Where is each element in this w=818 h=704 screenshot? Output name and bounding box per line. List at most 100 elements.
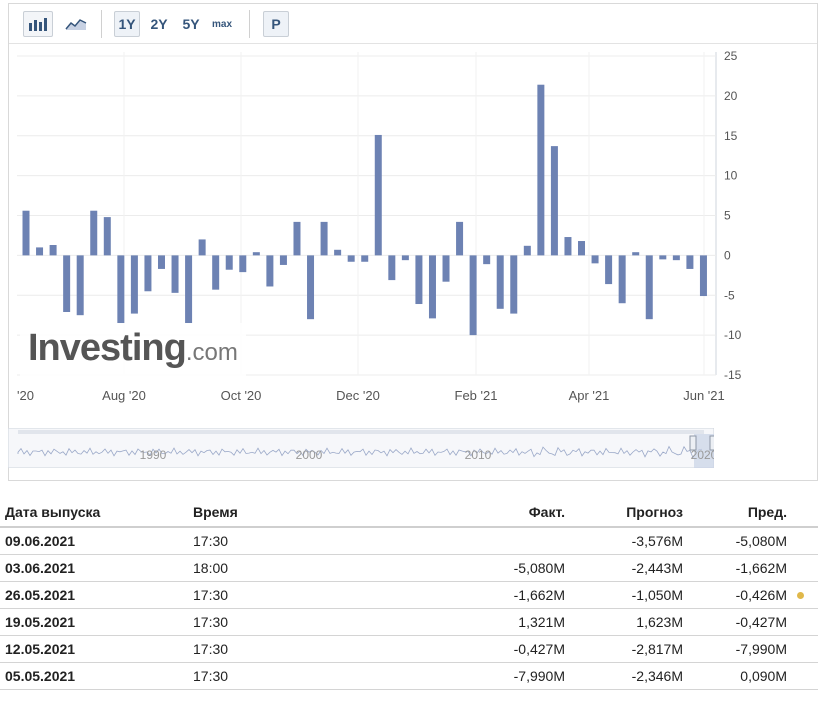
y-tick-label: 0 — [724, 248, 731, 262]
column-header-previous[interactable]: Пред. — [688, 497, 792, 528]
x-tick-label: '20 — [17, 388, 34, 403]
chart-bar[interactable] — [90, 210, 98, 256]
y-tick-label: -15 — [724, 368, 742, 382]
row-previous: -0,426M — [688, 581, 792, 609]
chart-bar[interactable] — [307, 255, 315, 320]
chart-bar[interactable] — [550, 146, 558, 256]
x-tick-label: Jun '21 — [683, 388, 725, 403]
chart-bar[interactable] — [103, 217, 111, 256]
chart-bar[interactable] — [36, 247, 44, 256]
chart-bar[interactable] — [22, 210, 30, 256]
chart-bar[interactable] — [130, 255, 138, 314]
chart-bar[interactable] — [388, 255, 396, 281]
table-row: 12.05.2021 17:30 -0,427M -2,817M -7,990M — [0, 635, 818, 663]
navigator-selection[interactable] — [694, 434, 714, 468]
toolbar-divider — [249, 10, 250, 38]
navigator-label: 2010 — [465, 448, 492, 462]
chart-bar[interactable] — [510, 255, 518, 314]
chart-bar[interactable] — [605, 255, 613, 285]
chart-bar[interactable] — [239, 255, 247, 273]
price-toggle-button[interactable]: P — [263, 11, 289, 37]
chart-bar[interactable] — [442, 255, 450, 282]
chart-bar[interactable] — [293, 221, 301, 256]
chart-bar[interactable] — [469, 255, 477, 336]
area-chart-icon[interactable] — [61, 11, 91, 37]
watermark-logo-suffix: .com — [185, 339, 238, 366]
chart-bar[interactable] — [361, 255, 369, 262]
chart-bar[interactable] — [76, 255, 84, 316]
chart-bar[interactable] — [618, 255, 626, 304]
chart-bar[interactable] — [144, 255, 152, 292]
revision-dot-icon[interactable] — [797, 592, 804, 600]
chart-bar[interactable] — [185, 255, 193, 324]
chart-bar[interactable] — [225, 255, 233, 270]
row-forecast: 1,623M — [570, 608, 688, 636]
row-time: 17:30 — [188, 608, 368, 636]
time-navigator[interactable]: 1990 2000 2010 2020 — [8, 428, 714, 468]
chart-bar[interactable] — [279, 255, 287, 265]
chart-bar[interactable] — [266, 255, 274, 287]
x-tick-label: Aug '20 — [102, 388, 146, 403]
chart-bar[interactable] — [537, 84, 545, 256]
chart-bar[interactable] — [496, 255, 504, 309]
chart-bar[interactable] — [672, 255, 680, 261]
row-forecast: -1,050M — [570, 581, 688, 609]
column-header-date[interactable]: Дата выпуска — [0, 497, 188, 528]
chart-bar[interactable] — [632, 252, 640, 256]
chart-bar[interactable] — [347, 255, 355, 262]
column-header-time[interactable]: Время — [188, 497, 368, 528]
chart-bar[interactable] — [415, 255, 423, 305]
chart-bar[interactable] — [645, 255, 653, 320]
chart-bar[interactable] — [564, 237, 572, 256]
economic-data-table: Дата выпуска Время Факт. Прогноз Пред. 0… — [0, 497, 818, 690]
chart-bar[interactable] — [334, 249, 342, 256]
chart-bar[interactable] — [212, 255, 220, 290]
chart-bar[interactable] — [198, 239, 206, 256]
chart-panel: 1Y 2Y 5Y max P — [8, 3, 818, 481]
row-date: 19.05.2021 — [0, 608, 188, 636]
chart-bar[interactable] — [171, 255, 179, 293]
row-actual — [368, 527, 570, 555]
chart-bar[interactable] — [578, 241, 586, 256]
bar-chart-icon[interactable] — [23, 11, 53, 37]
chart-bar[interactable] — [157, 255, 165, 269]
chart-bar[interactable] — [117, 255, 125, 324]
chart-bar[interactable] — [591, 255, 599, 264]
navigator-right-handle[interactable] — [709, 435, 714, 451]
chart-bar[interactable] — [523, 245, 531, 256]
column-header-forecast[interactable]: Прогноз — [570, 497, 688, 528]
chart-bar[interactable] — [374, 134, 382, 256]
table-row: 19.05.2021 17:30 1,321M 1,623M -0,427M — [0, 608, 818, 636]
table-row: 26.05.2021 17:30 -1,662M -1,050M -0,426M — [0, 581, 818, 609]
range-max-button[interactable]: max — [211, 18, 232, 30]
range-2y-button[interactable]: 2Y — [150, 16, 168, 32]
column-header-actual[interactable]: Факт. — [368, 497, 570, 528]
chart-bar[interactable] — [63, 255, 71, 312]
range-1y-button[interactable]: 1Y — [114, 11, 140, 37]
row-time: 18:00 — [188, 554, 368, 582]
bar-chart: 25 20 15 10 5 0 -5 -10 -15 '20 Aug '20 Oct '20 Dec … — [17, 49, 742, 403]
chart-bar[interactable] — [699, 255, 707, 297]
chart-bar[interactable] — [483, 255, 491, 265]
range-5y-button[interactable]: 5Y — [182, 16, 200, 32]
navigator-left-handle[interactable] — [689, 435, 697, 451]
chart-toolbar: 1Y 2Y 5Y max P — [9, 4, 817, 44]
chart-bar[interactable] — [320, 221, 328, 256]
chart-bar[interactable] — [252, 252, 260, 256]
navigator-label: 2020 — [691, 448, 714, 462]
row-date: 09.06.2021 — [0, 527, 188, 555]
row-actual: -5,080M — [368, 554, 570, 582]
chart-bar[interactable] — [686, 255, 694, 269]
row-previous: 0,090M — [688, 662, 792, 690]
chart-bar[interactable] — [49, 245, 57, 256]
navigator-label: 2000 — [296, 448, 323, 462]
row-time: 17:30 — [188, 635, 368, 663]
row-time: 17:30 — [188, 662, 368, 690]
chart-bar[interactable] — [659, 255, 667, 260]
row-date: 05.05.2021 — [0, 662, 188, 690]
chart-bar[interactable] — [401, 255, 409, 261]
y-tick-label: -10 — [724, 328, 742, 342]
row-time: 17:30 — [188, 581, 368, 609]
chart-bar[interactable] — [456, 221, 464, 256]
chart-bar[interactable] — [428, 255, 436, 319]
